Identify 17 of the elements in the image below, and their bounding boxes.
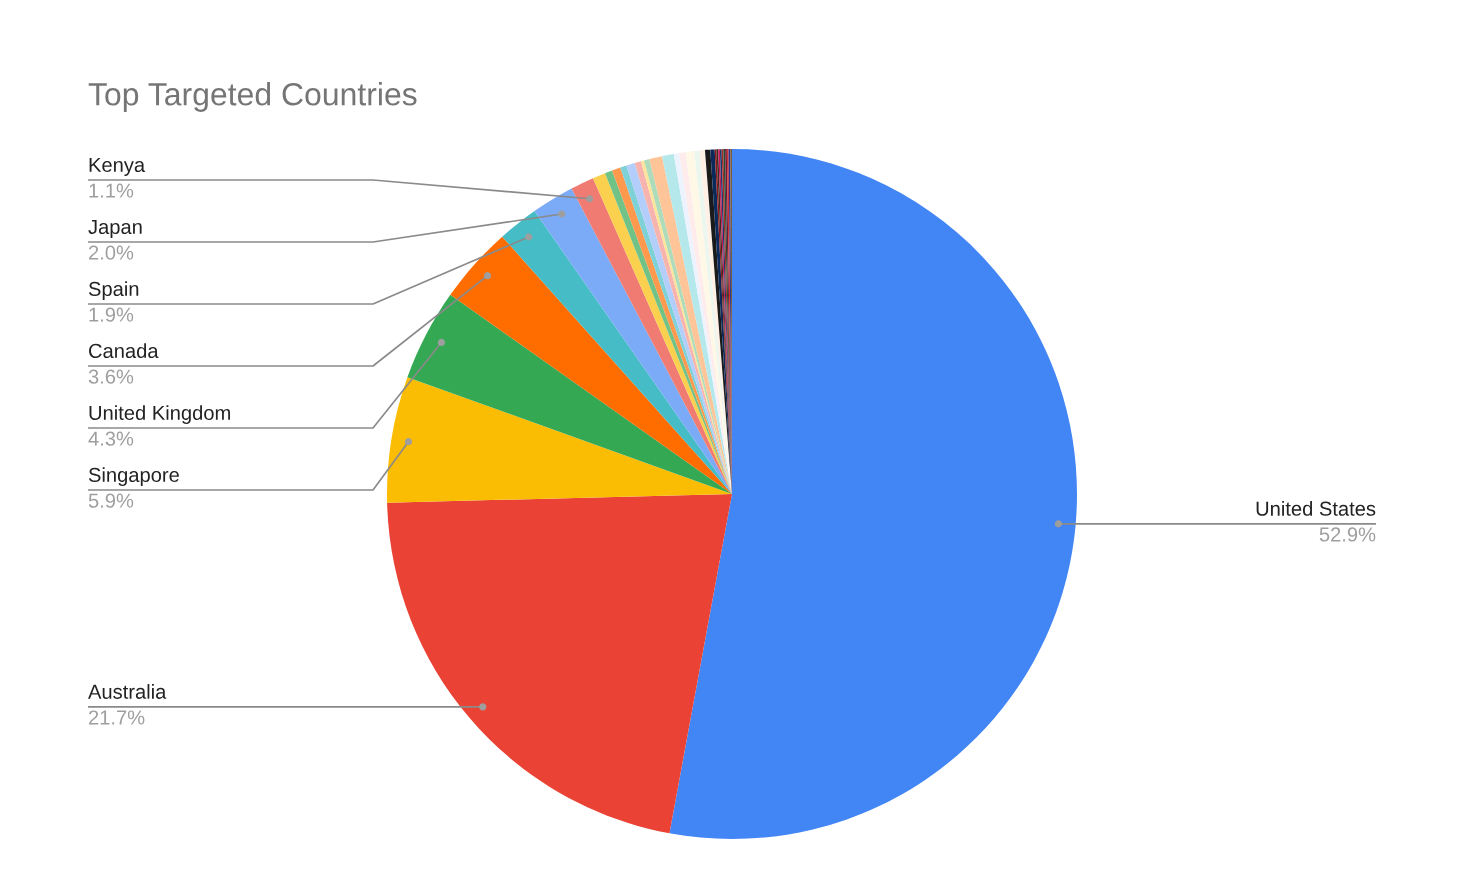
data-label: 21.7% (89, 710, 145, 725)
data-label: 2.0% (89, 245, 134, 260)
data-label: 1.1% (89, 183, 134, 198)
data-label: 1.9% (89, 307, 134, 322)
slice-label: Spain (88, 281, 139, 300)
slice-label: United States (1256, 501, 1376, 516)
slice-label: Japan (88, 219, 142, 238)
slice-label: Singapore (88, 467, 179, 486)
slice-label: United Kingdom (89, 405, 230, 424)
data-label: 4.3% (88, 431, 134, 446)
data-label: 5.9% (88, 493, 134, 508)
slice-label: Kenya (89, 157, 146, 176)
data-label: 3.6% (88, 369, 134, 384)
chart-title: Top Targeted Countries (88, 82, 417, 112)
slice-label: Canada (89, 343, 159, 359)
data-label: 52.9% (1319, 527, 1376, 542)
slice-label: Australia (88, 684, 167, 699)
